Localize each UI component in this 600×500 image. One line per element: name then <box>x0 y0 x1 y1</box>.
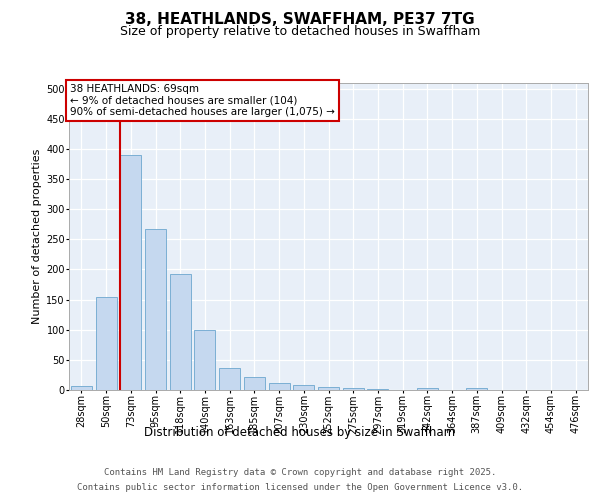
Bar <box>95 296 116 390</box>
Bar <box>194 330 215 390</box>
Text: Distribution of detached houses by size in Swaffham: Distribution of detached houses by size … <box>145 426 455 439</box>
Text: Size of property relative to detached houses in Swaffham: Size of property relative to detached ho… <box>120 25 480 38</box>
Bar <box>120 155 141 390</box>
Bar <box>244 378 265 390</box>
Bar <box>269 384 290 390</box>
Text: 38, HEATHLANDS, SWAFFHAM, PE37 7TG: 38, HEATHLANDS, SWAFFHAM, PE37 7TG <box>125 12 475 28</box>
Bar <box>170 274 191 390</box>
Bar <box>318 387 339 390</box>
Bar <box>71 386 92 390</box>
Y-axis label: Number of detached properties: Number of detached properties <box>32 148 42 324</box>
Text: Contains public sector information licensed under the Open Government Licence v3: Contains public sector information licen… <box>77 483 523 492</box>
Bar <box>145 229 166 390</box>
Text: Contains HM Land Registry data © Crown copyright and database right 2025.: Contains HM Land Registry data © Crown c… <box>104 468 496 477</box>
Bar <box>219 368 240 390</box>
Bar <box>293 384 314 390</box>
Bar <box>466 388 487 390</box>
Text: 38 HEATHLANDS: 69sqm
← 9% of detached houses are smaller (104)
90% of semi-detac: 38 HEATHLANDS: 69sqm ← 9% of detached ho… <box>70 84 335 117</box>
Bar <box>417 388 438 390</box>
Bar <box>343 388 364 390</box>
